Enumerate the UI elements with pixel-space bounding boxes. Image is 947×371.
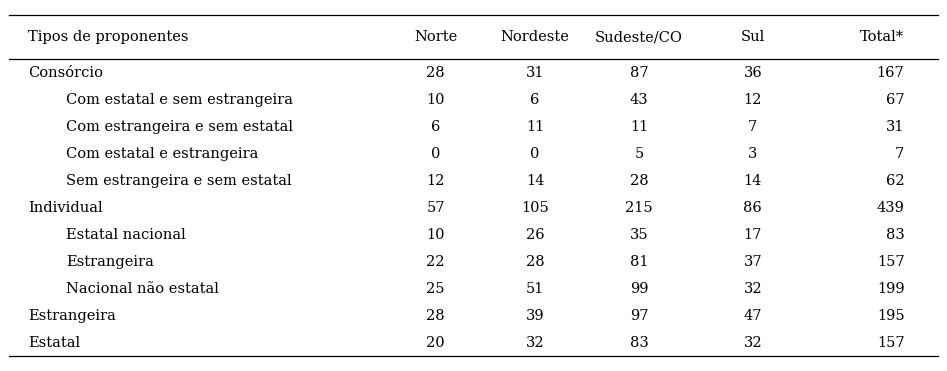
Text: 62: 62 xyxy=(885,174,904,188)
Text: 3: 3 xyxy=(748,147,758,161)
Text: 157: 157 xyxy=(877,255,904,269)
Text: 12: 12 xyxy=(743,93,762,107)
Text: Com estrangeira e sem estatal: Com estrangeira e sem estatal xyxy=(66,120,294,134)
Text: 14: 14 xyxy=(743,174,762,188)
Text: 32: 32 xyxy=(526,336,545,350)
Text: 6: 6 xyxy=(530,93,540,107)
Text: Estatal nacional: Estatal nacional xyxy=(66,228,186,242)
Text: Sul: Sul xyxy=(741,30,765,44)
Text: 11: 11 xyxy=(526,120,545,134)
Text: 51: 51 xyxy=(526,282,545,296)
Text: 86: 86 xyxy=(743,201,762,215)
Text: 199: 199 xyxy=(877,282,904,296)
Text: 32: 32 xyxy=(743,336,762,350)
Text: 37: 37 xyxy=(743,255,762,269)
Text: Estrangeira: Estrangeira xyxy=(66,255,154,269)
Text: 7: 7 xyxy=(748,120,758,134)
Text: 5: 5 xyxy=(634,147,644,161)
Text: Com estatal e estrangeira: Com estatal e estrangeira xyxy=(66,147,259,161)
Text: Estatal: Estatal xyxy=(28,336,80,350)
Text: Individual: Individual xyxy=(28,201,103,215)
Text: 439: 439 xyxy=(877,201,904,215)
Text: 28: 28 xyxy=(426,309,445,323)
Text: 57: 57 xyxy=(426,201,445,215)
Text: Nacional não estatal: Nacional não estatal xyxy=(66,282,219,296)
Text: Com estatal e sem estrangeira: Com estatal e sem estrangeira xyxy=(66,93,294,107)
Text: 28: 28 xyxy=(630,174,649,188)
Text: 35: 35 xyxy=(630,228,649,242)
Text: 43: 43 xyxy=(630,93,649,107)
Text: 12: 12 xyxy=(426,174,445,188)
Text: Norte: Norte xyxy=(414,30,457,44)
Text: 11: 11 xyxy=(630,120,649,134)
Text: 14: 14 xyxy=(526,174,545,188)
Text: Consórcio: Consórcio xyxy=(28,66,103,80)
Text: Estrangeira: Estrangeira xyxy=(28,309,116,323)
Text: 39: 39 xyxy=(526,309,545,323)
Text: 99: 99 xyxy=(630,282,649,296)
Text: 83: 83 xyxy=(630,336,649,350)
Text: 10: 10 xyxy=(426,228,445,242)
Text: 36: 36 xyxy=(743,66,762,80)
Text: 20: 20 xyxy=(426,336,445,350)
Text: 47: 47 xyxy=(743,309,762,323)
Text: 167: 167 xyxy=(877,66,904,80)
Text: 0: 0 xyxy=(431,147,440,161)
Text: 105: 105 xyxy=(521,201,549,215)
Text: 22: 22 xyxy=(426,255,445,269)
Text: 195: 195 xyxy=(877,309,904,323)
Text: 28: 28 xyxy=(526,255,545,269)
Text: Sem estrangeira e sem estatal: Sem estrangeira e sem estatal xyxy=(66,174,292,188)
Text: Tipos de proponentes: Tipos de proponentes xyxy=(28,30,188,44)
Text: Total*: Total* xyxy=(860,30,904,44)
Text: 97: 97 xyxy=(630,309,649,323)
Text: Nordeste: Nordeste xyxy=(501,30,569,44)
Text: 157: 157 xyxy=(877,336,904,350)
Text: 10: 10 xyxy=(426,93,445,107)
Text: 31: 31 xyxy=(885,120,904,134)
Text: 26: 26 xyxy=(526,228,545,242)
Text: 215: 215 xyxy=(625,201,653,215)
Text: 87: 87 xyxy=(630,66,649,80)
Text: 32: 32 xyxy=(743,282,762,296)
Text: 0: 0 xyxy=(530,147,540,161)
Text: 31: 31 xyxy=(526,66,545,80)
Text: 25: 25 xyxy=(426,282,445,296)
Text: 81: 81 xyxy=(630,255,649,269)
Text: 7: 7 xyxy=(895,147,904,161)
Text: 28: 28 xyxy=(426,66,445,80)
Text: 6: 6 xyxy=(431,120,440,134)
Text: Sudeste/CO: Sudeste/CO xyxy=(596,30,683,44)
Text: 83: 83 xyxy=(885,228,904,242)
Text: 67: 67 xyxy=(885,93,904,107)
Text: 17: 17 xyxy=(743,228,762,242)
